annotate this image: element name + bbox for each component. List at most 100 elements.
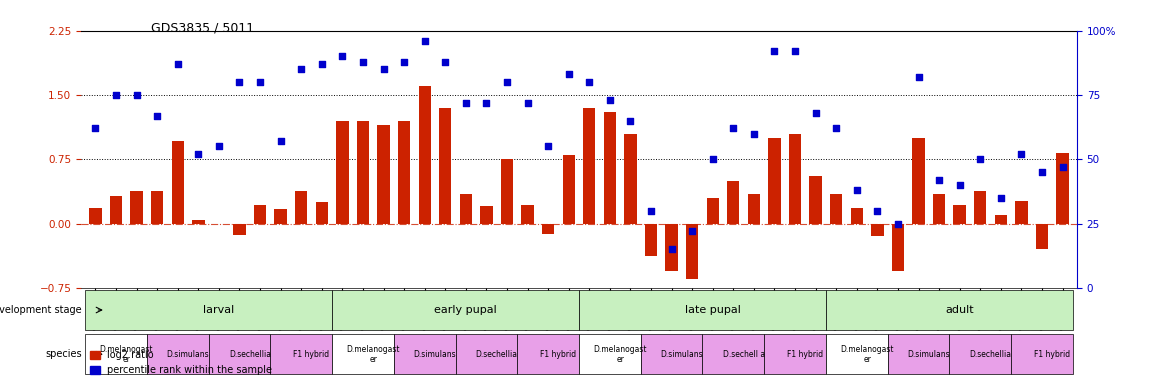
FancyBboxPatch shape <box>1011 334 1072 374</box>
Text: F1 hybrid: F1 hybrid <box>787 350 823 359</box>
FancyBboxPatch shape <box>208 334 270 374</box>
Bar <box>521 205 534 223</box>
Text: GDS3835 / 5011: GDS3835 / 5011 <box>151 21 254 34</box>
FancyBboxPatch shape <box>332 290 579 330</box>
Point <box>437 58 455 65</box>
Bar <box>481 207 492 223</box>
Text: species: species <box>45 349 82 359</box>
FancyBboxPatch shape <box>826 334 888 374</box>
FancyBboxPatch shape <box>455 334 518 374</box>
Point <box>951 182 969 188</box>
Point <box>1033 169 1051 175</box>
Point <box>189 151 207 157</box>
Point <box>210 143 228 149</box>
Text: D.melanogast
er: D.melanogast er <box>841 345 894 364</box>
Point <box>662 246 681 252</box>
Bar <box>89 208 102 223</box>
Text: D.simulans: D.simulans <box>908 350 950 359</box>
Bar <box>584 108 595 223</box>
Point <box>127 92 146 98</box>
Bar <box>378 125 390 223</box>
FancyBboxPatch shape <box>332 334 394 374</box>
Point <box>930 177 948 183</box>
Bar <box>254 205 266 223</box>
Point <box>169 61 188 67</box>
FancyBboxPatch shape <box>826 290 1072 330</box>
Point <box>271 138 290 144</box>
Bar <box>131 191 142 223</box>
Point <box>786 48 805 55</box>
Bar <box>624 134 637 223</box>
Text: D.simulans: D.simulans <box>660 350 703 359</box>
FancyBboxPatch shape <box>394 334 455 374</box>
Text: D.simulans: D.simulans <box>167 350 210 359</box>
Bar <box>830 194 842 223</box>
Point <box>888 220 907 227</box>
Bar <box>892 223 904 271</box>
Bar <box>563 155 574 223</box>
Point <box>991 195 1010 201</box>
Text: D.sechellia: D.sechellia <box>969 350 1012 359</box>
Point <box>745 131 763 137</box>
Bar <box>542 223 555 234</box>
Text: D.melanogast
er: D.melanogast er <box>593 345 647 364</box>
FancyBboxPatch shape <box>888 334 950 374</box>
Text: late pupal: late pupal <box>684 305 741 315</box>
Point <box>703 156 721 162</box>
Point <box>292 66 310 72</box>
Point <box>538 143 557 149</box>
Text: D.sechell a: D.sechell a <box>723 350 764 359</box>
Bar <box>316 202 328 223</box>
Text: larval: larval <box>204 305 235 315</box>
Bar <box>274 209 287 223</box>
Point <box>724 126 742 132</box>
Bar <box>357 121 369 223</box>
Point <box>519 100 537 106</box>
Point <box>621 118 639 124</box>
Point <box>642 208 660 214</box>
Point <box>559 71 578 78</box>
Point <box>477 100 496 106</box>
Point <box>970 156 989 162</box>
Point <box>909 74 928 80</box>
Text: early pupal: early pupal <box>434 305 497 315</box>
Bar <box>171 141 184 223</box>
Point <box>107 92 125 98</box>
Text: D.simulans: D.simulans <box>413 350 456 359</box>
Bar <box>645 223 658 256</box>
FancyBboxPatch shape <box>270 334 332 374</box>
Point <box>416 38 434 44</box>
Bar <box>727 181 740 223</box>
Point <box>353 58 372 65</box>
Point <box>395 58 413 65</box>
Bar <box>666 223 677 271</box>
Point <box>1012 151 1031 157</box>
Point <box>848 187 866 193</box>
FancyBboxPatch shape <box>86 290 332 330</box>
Point <box>601 97 620 103</box>
Point <box>498 79 516 85</box>
Point <box>86 126 104 132</box>
Text: D.melanogast
er: D.melanogast er <box>100 345 153 364</box>
Bar <box>500 159 513 223</box>
Bar <box>809 177 822 223</box>
Legend: log2 ratio, percentile rank within the sample: log2 ratio, percentile rank within the s… <box>86 346 277 379</box>
Bar <box>418 86 431 223</box>
FancyBboxPatch shape <box>764 334 826 374</box>
FancyBboxPatch shape <box>640 334 703 374</box>
Bar <box>953 205 966 223</box>
Point <box>148 113 167 119</box>
Point <box>374 66 393 72</box>
FancyBboxPatch shape <box>703 334 764 374</box>
FancyBboxPatch shape <box>950 334 1011 374</box>
Point <box>334 53 352 60</box>
Bar <box>233 223 245 235</box>
Point <box>580 79 599 85</box>
Text: D.sechellia: D.sechellia <box>229 350 271 359</box>
Text: development stage: development stage <box>0 305 82 315</box>
Point <box>456 100 475 106</box>
Point <box>313 61 331 67</box>
Text: F1 hybrid: F1 hybrid <box>1034 350 1070 359</box>
Bar <box>398 121 410 223</box>
Bar <box>1016 201 1027 223</box>
